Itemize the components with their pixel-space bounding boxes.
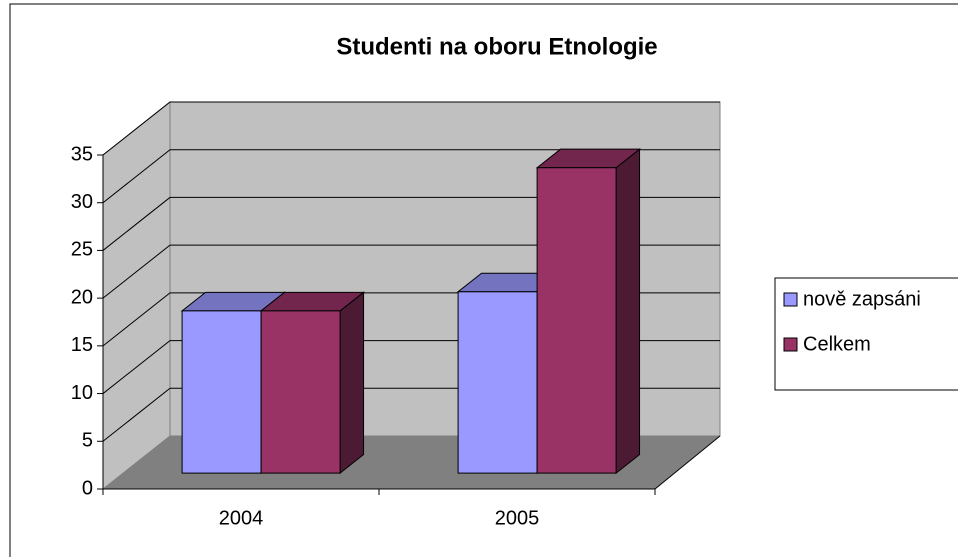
- y-tick-label: 10: [71, 382, 93, 404]
- grid-line: [102, 101, 720, 156]
- grid-line: [102, 149, 720, 204]
- legend-swatch: [783, 337, 798, 352]
- y-tick-label: 5: [82, 430, 93, 452]
- chart-title: Studenti na oboru Etnologie: [336, 33, 657, 60]
- y-tick-label: 35: [71, 143, 93, 165]
- x-tick-label: 2005: [495, 507, 540, 529]
- bar-side: [615, 148, 641, 475]
- legend-swatch: [783, 292, 798, 307]
- y-tick-label: 20: [71, 286, 93, 308]
- bar: [259, 291, 365, 475]
- y-tick-label: 15: [71, 334, 93, 356]
- y-tick-label: 30: [71, 191, 93, 213]
- y-tick-label: 25: [71, 239, 93, 261]
- bar-front: [260, 310, 341, 474]
- floor-edge: [654, 435, 721, 490]
- legend-label: Celkem: [803, 333, 871, 355]
- x-tick-label: 2004: [219, 507, 264, 529]
- bar-front: [457, 291, 538, 474]
- bar: [535, 148, 641, 475]
- legend: [774, 277, 958, 391]
- bar-side: [339, 291, 365, 475]
- y-tick-label: 0: [82, 477, 93, 499]
- bar-front: [536, 167, 617, 474]
- bar-front: [181, 310, 262, 474]
- legend-label: nově zapsáni: [803, 288, 921, 310]
- side-wall: [102, 100, 171, 491]
